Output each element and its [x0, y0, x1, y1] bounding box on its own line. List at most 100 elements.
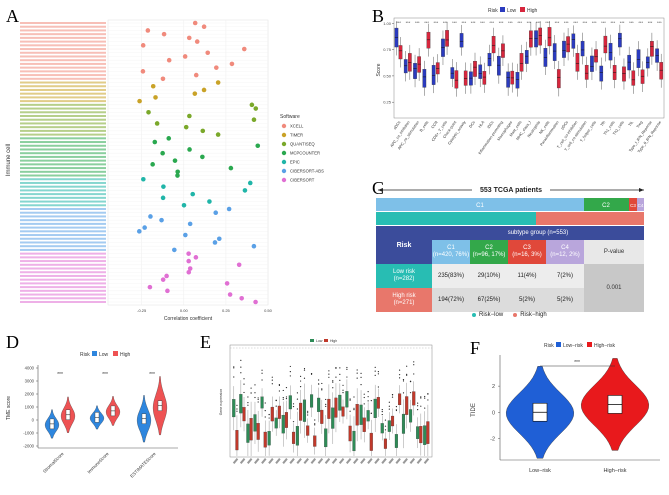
- panel-a-cell-label-mark: [20, 289, 106, 292]
- panel-a-cell-label-mark: [20, 256, 106, 259]
- panel-a-letter: A: [6, 6, 19, 26]
- panel-e-outlier: [303, 369, 306, 371]
- panel-e-xtick-mark: [402, 458, 408, 464]
- panel-e-outlier: [409, 392, 412, 394]
- panel-e-box: [274, 417, 278, 429]
- panel-a-point: [229, 61, 235, 67]
- panel-e-box: [249, 418, 253, 441]
- panel-b-legend-low: Low: [507, 8, 517, 14]
- panel-a-cell-label-mark: [20, 200, 106, 203]
- panel-e-outlier: [420, 397, 422, 399]
- panel-a-cell-label-mark: [20, 141, 106, 144]
- panel-c-subtype-c2-n: (n=96, 17%): [472, 252, 506, 258]
- panel-e-box: [334, 397, 338, 418]
- panel-a-cell-label-mark: [20, 274, 106, 277]
- panel-a-point: [227, 292, 233, 297]
- panel-a-point: [251, 243, 257, 249]
- panel-e-outlier: [325, 403, 327, 406]
- panel-e-outlier: [388, 401, 390, 403]
- panel-e-outlier: [402, 392, 405, 394]
- panel-e-box: [270, 406, 274, 422]
- panel-e-outlier: [363, 396, 365, 399]
- panel-b-box: [417, 56, 421, 73]
- panel-a-point: [239, 295, 244, 301]
- panel-a-point: [201, 24, 207, 30]
- panel-e-outlier: [285, 398, 288, 400]
- panel-e-outlier: [360, 372, 362, 374]
- panel-a-point: [160, 76, 166, 82]
- panel-e-box: [299, 402, 303, 421]
- panel-e-xtick-mark: [268, 458, 274, 464]
- panel-b-box: [426, 31, 431, 49]
- panel-a-xtick: 0.00: [180, 308, 189, 313]
- panel-c-subtype-c3-n: (n=16, 3%): [512, 252, 542, 258]
- panel-e-xtick-mark: [303, 458, 309, 464]
- panel-e-box: [288, 395, 292, 410]
- panel-e: Low High Gene expression: [200, 330, 440, 495]
- panel-a-legend-label: XCELL: [290, 124, 304, 129]
- panel-b-box: [631, 70, 636, 86]
- panel-e-outlier: [424, 397, 426, 399]
- panel-a-cell-label-mark: [20, 267, 106, 270]
- panel-e-outlier: [299, 380, 302, 382]
- panel-b-significance: ***: [555, 20, 560, 25]
- panel-f-ytick: 0: [492, 410, 495, 416]
- panel-a-cell-label-mark: [20, 115, 106, 117]
- panel-e-outlier: [275, 405, 277, 407]
- panel-e-box: [380, 423, 384, 434]
- panel-a-point: [150, 83, 156, 89]
- panel-e-box: [317, 397, 321, 412]
- panel-f-legend-low: Low−risk: [563, 343, 583, 349]
- panel-b-box: [394, 27, 399, 48]
- panel-a-cell-label-mark: [20, 100, 106, 103]
- panel-e-outlier: [236, 410, 238, 412]
- panel-d-ytick: 3000: [25, 379, 35, 384]
- panel-e-box: [373, 398, 377, 418]
- panel-c-legend-low-label: Risk−low: [479, 312, 504, 318]
- panel-a-cell-label-mark: [20, 40, 106, 43]
- panel-c-subtype-c1-name: C1: [447, 245, 455, 251]
- panel-a-cell-label-mark: [20, 234, 106, 237]
- panel-a-legend-label: EPIC: [290, 160, 300, 165]
- panel-e-outlier: [289, 375, 291, 377]
- panel-e-outlier: [271, 379, 273, 381]
- panel-a-cell-label-mark: [20, 144, 106, 147]
- panel-e-outlier: [377, 371, 379, 373]
- panel-e-outlier: [299, 375, 302, 377]
- panel-a-legend-label: MCPCOUNTER: [290, 151, 320, 156]
- panel-e-outlier: [261, 369, 263, 371]
- panel-e-box: [253, 414, 257, 432]
- panel-a-legend-dot: [281, 150, 287, 156]
- panel-e-outlier: [335, 367, 337, 369]
- panel-e-outlier: [342, 389, 344, 391]
- panel-a-point: [154, 121, 160, 126]
- panel-e-outlier: [346, 366, 348, 369]
- panel-a-point: [226, 206, 232, 212]
- panel-b-box: [497, 55, 501, 76]
- panel-a-point: [175, 169, 180, 175]
- panel-a-cell-label-mark: [20, 189, 106, 192]
- panel-a-cell-label-mark: [20, 148, 106, 151]
- panel-a-point: [187, 147, 192, 152]
- panel-b-significance: ***: [564, 20, 569, 25]
- panel-d-ytick: -2000: [23, 444, 34, 449]
- panel-e-outlier: [264, 416, 266, 418]
- panel-e-outlier: [247, 401, 249, 404]
- panel-c-row-low-name: Low risk: [392, 269, 415, 275]
- panel-b-boxplot: Risk Low High 0.25 0.50 0.75 1.00 *** *** ***…: [376, 7, 665, 155]
- panel-e-outlier: [307, 412, 309, 414]
- panel-a-cell-label-mark: [20, 107, 106, 110]
- panel-e-outlier: [307, 410, 309, 412]
- panel-c-bar-c1: C1: [476, 203, 484, 209]
- panel-a-cell-label-mark: [20, 133, 106, 136]
- panel-b-box: [478, 64, 483, 79]
- panel-a-cell-label-mark: [20, 181, 106, 184]
- panel-e-outlier: [243, 383, 245, 385]
- panel-e-outlier: [374, 374, 376, 376]
- panel-e-outlier: [367, 391, 369, 393]
- panel-f-legend-title: Risk: [544, 343, 554, 349]
- panel-f-xtick: High−risk: [603, 468, 626, 474]
- panel-e-box: [324, 428, 328, 448]
- panel-e-xtick-mark: [367, 458, 373, 464]
- panel-e-outlier: [247, 396, 249, 398]
